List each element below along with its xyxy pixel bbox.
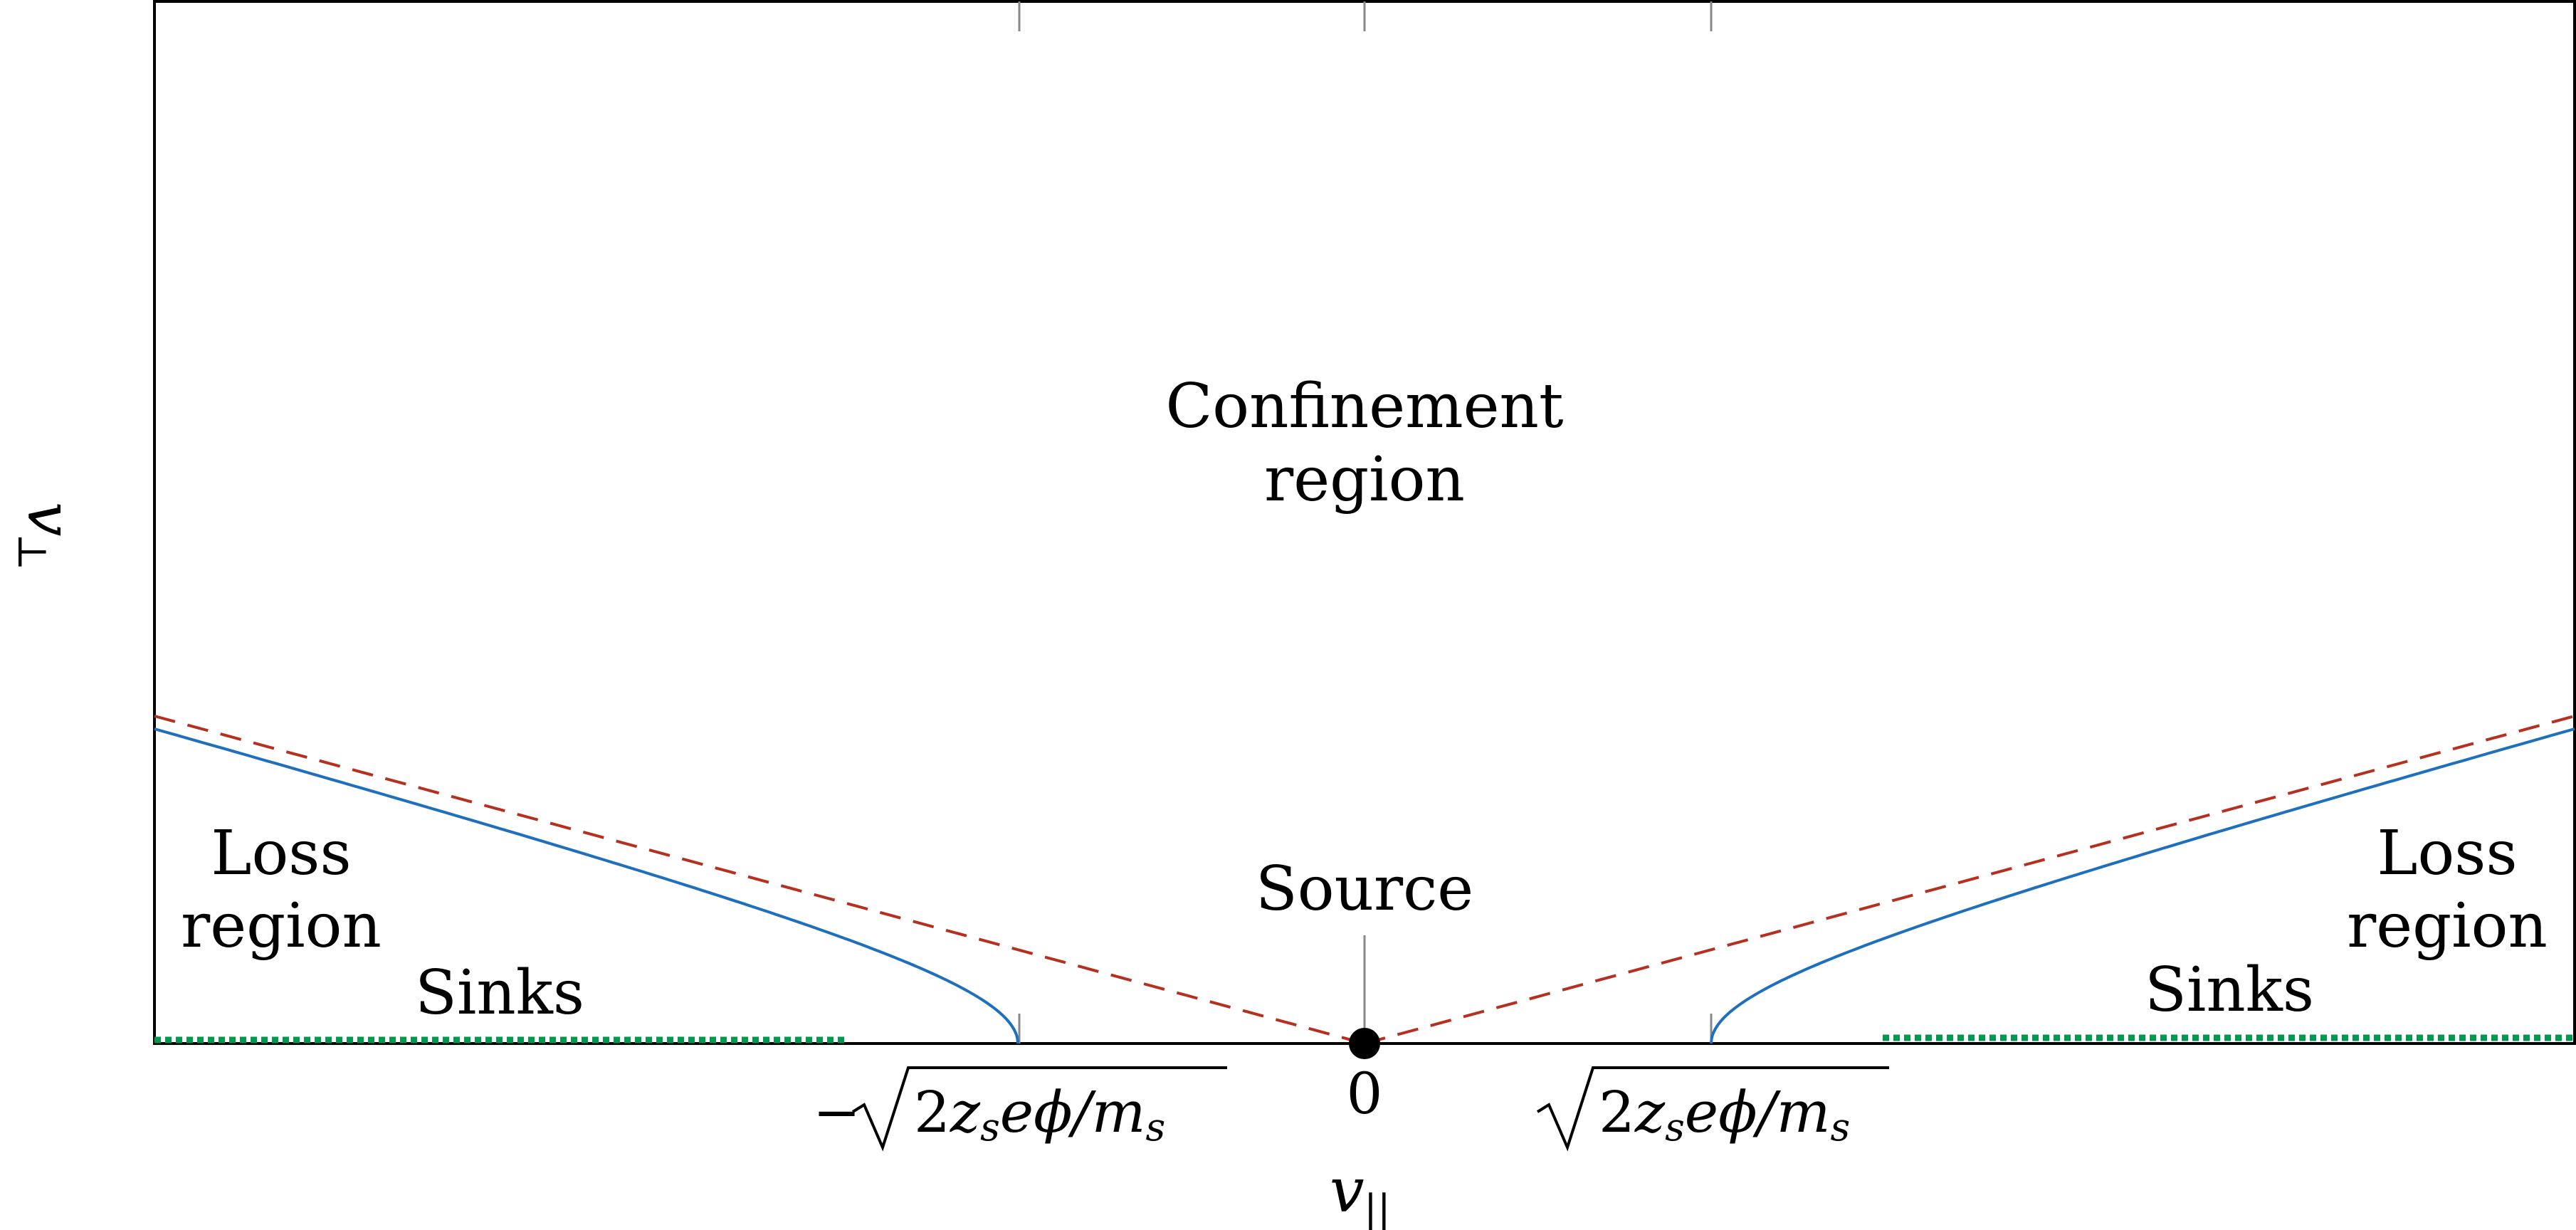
sinks-right-label: Sinks	[2145, 955, 2314, 1026]
tick-right-sub-s2: s	[1830, 1105, 1850, 1150]
source-label: Source	[1256, 853, 1473, 925]
tick-left-2: 2	[914, 1079, 950, 1145]
y-axis-label-sub: ⊥	[9, 533, 55, 571]
dashed-boundary-right	[1364, 715, 2575, 1045]
dashed-boundary-left	[154, 715, 1365, 1045]
loss-left-label-line1: Loss	[211, 818, 351, 889]
loss-right-label-line2: region	[2347, 890, 2548, 962]
loss-left-label-line2: region	[181, 890, 382, 962]
sqrt-sign-left	[851, 1066, 1227, 1152]
x-axis-label: v ||	[1330, 1155, 1391, 1230]
tick-right-z: z	[1634, 1079, 1666, 1145]
tick-left-minus: −	[813, 1079, 861, 1145]
confinement-label-line2: region	[1264, 444, 1465, 515]
y-axis-label-main: v	[14, 502, 85, 537]
confinement-label-line1: Confinement	[1166, 371, 1564, 442]
tick-left-sub-s1: s	[980, 1105, 1000, 1150]
source-point-icon	[1349, 1028, 1380, 1059]
tick-left-expression: 2zseϕ/ms	[914, 1079, 1165, 1150]
tick-left-z: z	[950, 1079, 981, 1145]
x-axis-label-sub: ||	[1364, 1187, 1391, 1230]
tick-right-ephi: eϕ/m	[1685, 1079, 1831, 1145]
y-axis-label: v ⊥	[9, 502, 85, 571]
tick-label-right: 2zseϕ/ms	[1536, 1066, 1889, 1152]
loss-cone-curve-left	[154, 727, 1019, 1044]
tick-left-sub-s2: s	[1145, 1105, 1165, 1150]
x-axis-label-main: v	[1330, 1155, 1365, 1226]
loss-cone-curve-right	[1710, 727, 2575, 1044]
tick-left-ephi: eϕ/m	[1000, 1079, 1146, 1145]
tick-right-sub-s1: s	[1665, 1105, 1685, 1150]
tick-right-2: 2	[1599, 1079, 1635, 1145]
sqrt-sign-right	[1536, 1066, 1889, 1152]
tick-label-center: 0	[1347, 1061, 1383, 1127]
loss-right-label-line1: Loss	[2377, 818, 2517, 889]
tick-label-left: − 2zseϕ/ms	[813, 1066, 1227, 1152]
tick-right-expression: 2zseϕ/ms	[1599, 1079, 1850, 1150]
sinks-left-label: Sinks	[415, 957, 584, 1029]
